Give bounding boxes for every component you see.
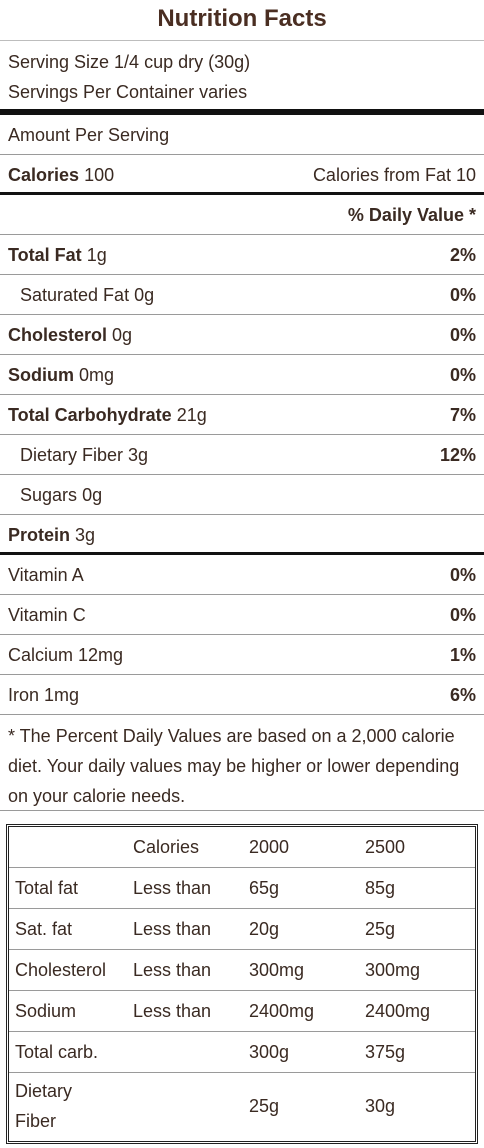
table-row: Sat. fat Less than 20g 25g [9,909,475,950]
table-row: Sodium Less than 2400mg 2400mg [9,991,475,1032]
table-row: Total carb. 300g 375g [9,1032,475,1073]
daily-value-reference-table: Calories 2000 2500 Total fat Less than 6… [6,824,478,1144]
amount-per-serving: Amount Per Serving [0,115,484,155]
vitamin-row-a: Vitamin A 0% [0,555,484,595]
table-header-row: Calories 2000 2500 [9,827,475,868]
nutrient-row-sugars: Sugars 0g [0,475,484,515]
servings-per-container: Servings Per Container varies [8,82,248,102]
daily-value-footnote: * The Percent Daily Values are based on … [0,715,484,811]
serving-info: Serving Size 1/4 cup dry (30g) Servings … [0,41,484,109]
nutrient-row-total-carbohydrate: Total Carbohydrate 21g 7% [0,395,484,435]
mineral-row-calcium: Calcium 12mg 1% [0,635,484,675]
nutrient-row-protein: Protein 3g [0,515,484,555]
nutrient-row-saturated-fat: Saturated Fat 0g 0% [0,275,484,315]
calories-label: Calories [8,165,80,185]
daily-value-header: % Daily Value * [0,195,484,235]
nutrient-row-sodium: Sodium 0mg 0% [0,355,484,395]
table-row: Dietary Fiber 25g 30g [15,1081,396,1131]
calories-from-fat: Calories from Fat 10 [312,165,476,185]
calories-row: Calories 100 Calories from Fat 10 [0,155,484,195]
calories-value: 100 [84,165,115,185]
nutrient-row-dietary-fiber: Dietary Fiber 3g 12% [0,435,484,475]
nutrient-row-total-fat: Total Fat 1g 2% [0,235,484,275]
nutrient-row-cholesterol: Cholesterol 0g 0% [0,315,484,355]
vitamin-row-c: Vitamin C 0% [0,595,484,635]
label-title: Nutrition Facts [0,0,484,41]
mineral-row-iron: Iron 1mg 6% [0,675,484,715]
serving-size: Serving Size 1/4 cup dry (30g) [8,52,251,72]
table-row: Cholesterol Less than 300mg 300mg [9,950,475,991]
table-row: Total fat Less than 65g 85g [9,868,475,909]
